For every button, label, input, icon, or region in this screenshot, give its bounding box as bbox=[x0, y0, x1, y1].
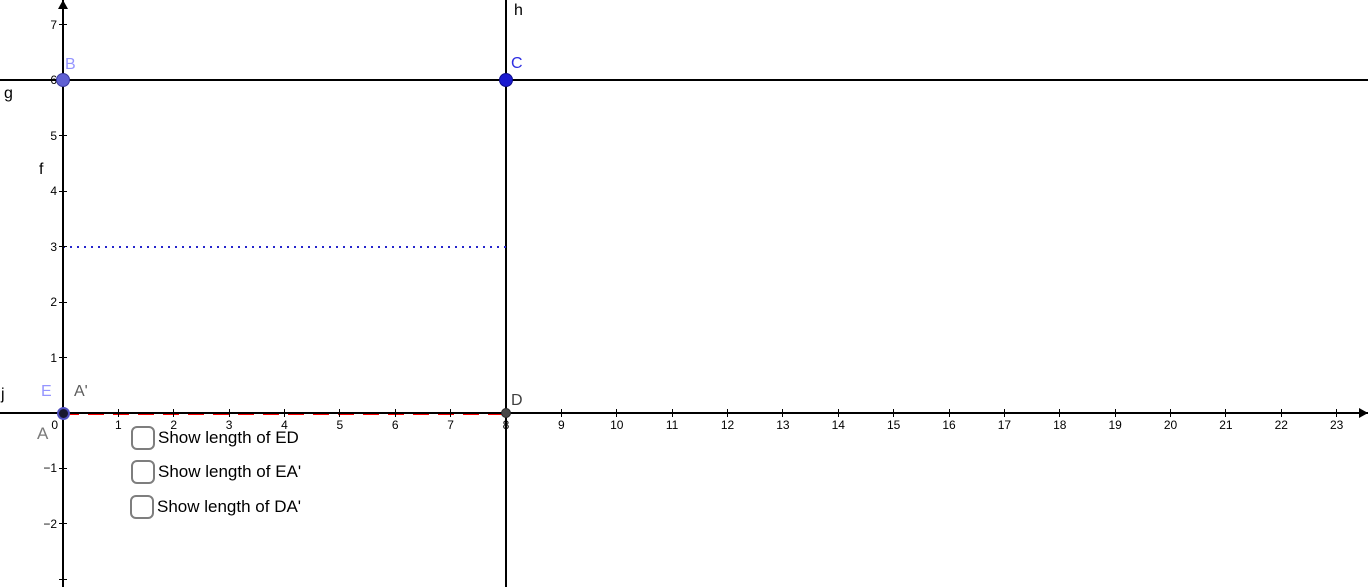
y-tick-label: 3 bbox=[50, 239, 57, 254]
line-label-h: h bbox=[514, 2, 523, 19]
x-tick-label: 1 bbox=[115, 418, 122, 432]
x-tick-label: 4 bbox=[281, 418, 288, 432]
x-tick bbox=[1280, 409, 1282, 417]
y-axis-arrow bbox=[58, 0, 68, 9]
x-tick bbox=[1336, 409, 1338, 417]
x-axis bbox=[0, 412, 1368, 414]
y-tick-label: −2 bbox=[43, 516, 57, 531]
x-tick-label: 8 bbox=[502, 418, 510, 432]
x-tick-label: 12 bbox=[720, 418, 735, 432]
x-tick-label: 21 bbox=[1219, 418, 1233, 432]
show-length-ed-row: Show length of ED bbox=[131, 424, 299, 451]
point-E-A-A-cluster[interactable] bbox=[56, 406, 70, 420]
x-tick bbox=[1059, 409, 1061, 417]
y-tick bbox=[59, 467, 67, 469]
show-length-da-prime-label: Show length of DA' bbox=[157, 496, 302, 516]
x-tick-label: 16 bbox=[942, 418, 956, 432]
origin-label: 0 bbox=[51, 418, 58, 432]
x-tick-label: 22 bbox=[1274, 418, 1288, 432]
x-tick bbox=[893, 409, 895, 417]
y-tick bbox=[59, 301, 67, 303]
x-tick bbox=[284, 409, 285, 417]
y-tick-label: 2 bbox=[50, 295, 57, 310]
x-tick-label: 15 bbox=[886, 418, 901, 432]
show-length-ed-label: Show length of ED bbox=[158, 427, 299, 447]
x-tick bbox=[117, 409, 119, 417]
point-C[interactable] bbox=[499, 73, 513, 88]
x-tick-label: 18 bbox=[1053, 418, 1067, 432]
point-label-E: E bbox=[41, 383, 52, 400]
x-tick-label: 14 bbox=[831, 418, 845, 432]
point-D[interactable] bbox=[501, 408, 511, 418]
show-length-ed-checkbox[interactable] bbox=[131, 425, 155, 450]
y-tick bbox=[59, 578, 67, 580]
y-axis bbox=[62, 0, 64, 587]
x-tick-label: 3 bbox=[225, 418, 233, 432]
y-tick bbox=[59, 190, 67, 192]
x-tick bbox=[671, 409, 673, 417]
line-label-g: g bbox=[4, 85, 13, 102]
x-tick-label: 17 bbox=[997, 418, 1012, 432]
x-tick-label: 20 bbox=[1163, 418, 1178, 432]
show-length-ea-prime-label: Show length of EA' bbox=[158, 461, 302, 481]
x-tick bbox=[1003, 409, 1005, 417]
x-tick-label: 6 bbox=[391, 418, 399, 432]
x-tick-label: 10 bbox=[610, 418, 624, 432]
point-label-A: A bbox=[37, 424, 49, 443]
y-tick bbox=[59, 246, 67, 248]
x-tick-label: 19 bbox=[1108, 418, 1122, 432]
x-tick bbox=[560, 409, 562, 417]
y-tick bbox=[59, 523, 67, 525]
x-tick-label: 13 bbox=[776, 418, 790, 432]
y-tick-label: 6 bbox=[50, 73, 57, 88]
point-label-A-prime: A' bbox=[74, 383, 88, 400]
show-length-ea-prime-row: Show length of EA' bbox=[131, 458, 301, 485]
x-tick bbox=[173, 409, 175, 417]
x-tick bbox=[1170, 409, 1171, 417]
y-tick-label: 4 bbox=[50, 184, 57, 199]
x-tick bbox=[837, 409, 839, 417]
y-tick-label: −1 bbox=[43, 461, 57, 476]
x-tick bbox=[339, 409, 341, 417]
x-tick bbox=[948, 409, 950, 417]
line-g[interactable] bbox=[0, 79, 1368, 82]
y-tick-label: 7 bbox=[50, 17, 57, 32]
x-tick bbox=[727, 409, 728, 417]
x-tick bbox=[450, 409, 452, 417]
y-tick bbox=[59, 357, 67, 359]
y-tick bbox=[59, 24, 67, 26]
line-label-f: f bbox=[39, 161, 44, 178]
point-B[interactable] bbox=[56, 73, 70, 88]
show-length-ea-prime-checkbox[interactable] bbox=[131, 459, 155, 484]
show-length-da-prime-row: Show length of DA' bbox=[130, 493, 301, 520]
segment-midline-dotted[interactable] bbox=[63, 245, 506, 248]
x-tick-label: 23 bbox=[1329, 418, 1344, 432]
y-tick-label: 5 bbox=[50, 128, 57, 143]
x-tick-label: 5 bbox=[336, 418, 344, 432]
point-label-C: C bbox=[511, 55, 523, 72]
point-label-D: D bbox=[511, 392, 523, 409]
x-tick bbox=[1225, 409, 1227, 417]
x-tick bbox=[616, 409, 618, 417]
x-tick bbox=[1114, 409, 1116, 417]
line-h[interactable] bbox=[505, 0, 507, 587]
show-length-da-prime-checkbox[interactable] bbox=[130, 494, 154, 519]
x-tick-label: 11 bbox=[665, 418, 679, 432]
line-label-j: j bbox=[1, 386, 5, 403]
x-tick bbox=[782, 409, 784, 417]
y-tick bbox=[59, 135, 67, 137]
x-tick bbox=[394, 409, 396, 417]
point-label-B: B bbox=[65, 56, 76, 73]
x-tick-label: 7 bbox=[447, 418, 454, 432]
x-tick bbox=[228, 409, 230, 417]
x-axis-arrow bbox=[1359, 408, 1368, 418]
x-tick-label: 2 bbox=[170, 418, 178, 432]
y-tick-label: 1 bbox=[50, 350, 57, 365]
x-tick-label: 9 bbox=[558, 418, 565, 432]
